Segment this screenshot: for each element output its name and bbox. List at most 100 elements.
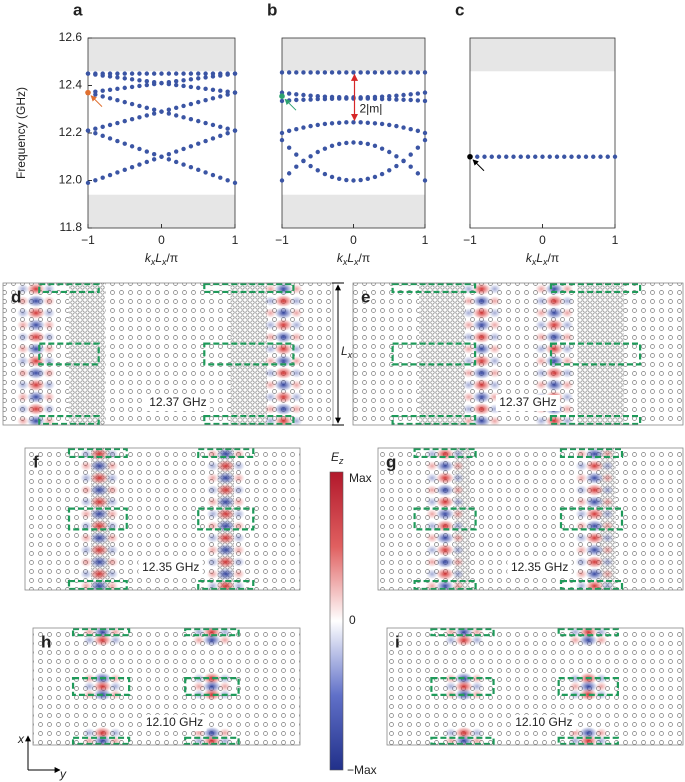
domain-box	[38, 342, 100, 366]
shaded-region	[282, 38, 425, 72]
band-point	[351, 140, 356, 145]
band-point	[166, 157, 172, 162]
field-lobe-side	[426, 485, 439, 495]
field-lobe	[472, 379, 491, 391]
field-map: 12.37 GHz e	[352, 282, 684, 426]
band-point	[301, 158, 306, 164]
field-lobe-side	[569, 681, 582, 692]
x-axis-label-part: x	[542, 257, 548, 267]
band-point	[181, 71, 186, 76]
field-lobe-side	[444, 727, 457, 738]
field-lobe-side	[264, 380, 277, 390]
band-point	[93, 72, 98, 77]
field-lobe-side	[535, 380, 548, 390]
label-bg	[511, 715, 576, 731]
y-tick-label: 12.2	[59, 125, 83, 139]
y-tick-label: 11.8	[60, 220, 83, 234]
band-point	[225, 92, 230, 97]
band-point	[196, 85, 201, 91]
domain-box	[557, 677, 619, 696]
field-lobe	[579, 688, 598, 701]
band-point	[107, 136, 113, 141]
band-point	[387, 168, 392, 173]
band-point	[315, 96, 320, 102]
band-point	[394, 70, 399, 75]
field-lobe-side	[575, 485, 588, 495]
field-lobe-side	[111, 628, 120, 630]
field-lobe-side	[43, 320, 55, 330]
panel-letter: g	[386, 452, 396, 471]
dense-lattice	[419, 283, 466, 425]
field-lobe-side	[452, 581, 465, 590]
domain-box	[71, 677, 131, 696]
band-point	[166, 81, 172, 87]
gap-label: 2|m|	[360, 102, 383, 116]
band-point	[210, 74, 216, 79]
field-lobe-side	[488, 332, 501, 342]
field-lobe-side	[561, 296, 574, 306]
band-point	[137, 162, 142, 167]
band-point	[294, 70, 299, 75]
band-point	[308, 163, 313, 169]
field-lobe	[216, 556, 235, 568]
field-lobe	[90, 460, 109, 472]
field-lobe	[585, 472, 604, 484]
domain-box	[184, 677, 240, 696]
field-lobe	[216, 508, 235, 520]
x-tick-label: 0	[539, 233, 546, 247]
band-point	[218, 88, 223, 93]
field-lobe-side	[488, 380, 501, 390]
field-lobe-side	[462, 380, 475, 390]
band-point	[308, 93, 313, 98]
domain-box	[71, 736, 131, 745]
field-lobe	[27, 295, 45, 307]
field-lobe	[274, 391, 293, 403]
field-lobe-side	[575, 569, 588, 579]
x-tick-label: −1	[275, 233, 289, 247]
band-point	[387, 70, 392, 75]
band-point	[337, 120, 342, 125]
band-point	[344, 140, 349, 146]
band-point	[203, 98, 208, 103]
band-point	[122, 85, 127, 91]
panel-letter: b	[267, 0, 277, 19]
field-lobe-side	[232, 545, 245, 555]
field-lobe	[472, 307, 491, 319]
panel-letter: c	[455, 0, 464, 19]
field-lobe-side	[470, 727, 483, 738]
x-axis-label-part: x	[150, 257, 156, 267]
field-lobe-side	[17, 284, 29, 294]
band-point	[181, 162, 186, 167]
field-lobe-side	[109, 727, 122, 738]
pointer-arrow	[472, 159, 485, 172]
band-point	[107, 172, 113, 178]
field-lobe	[436, 544, 455, 556]
field-lobe	[472, 283, 491, 295]
band-point	[518, 154, 523, 159]
band-point	[181, 115, 186, 120]
field-lobe-side	[452, 509, 465, 519]
field-lobe-side	[561, 344, 574, 354]
band-point	[210, 87, 216, 92]
map-frame	[377, 447, 684, 591]
field-lobe-side	[17, 392, 29, 402]
x-axis-label-part: k	[145, 251, 152, 265]
field-lobe-side	[80, 497, 93, 507]
band-point	[210, 122, 216, 128]
field-lobe-side	[221, 628, 229, 630]
band-point	[372, 174, 378, 180]
panel-letter: h	[41, 632, 51, 651]
x-axis-label-part: k	[526, 251, 533, 265]
band-point	[122, 76, 127, 81]
band-point	[415, 91, 421, 96]
field-lobe	[90, 532, 109, 544]
field-lobe-side	[561, 320, 574, 330]
field-lobe-side	[85, 743, 94, 745]
map-frame	[386, 627, 684, 746]
field-lobe-side	[462, 296, 475, 306]
x-axis-label-part: x	[353, 257, 359, 267]
band-point	[151, 71, 157, 76]
band-point	[203, 120, 208, 126]
field-lobe	[579, 734, 598, 745]
